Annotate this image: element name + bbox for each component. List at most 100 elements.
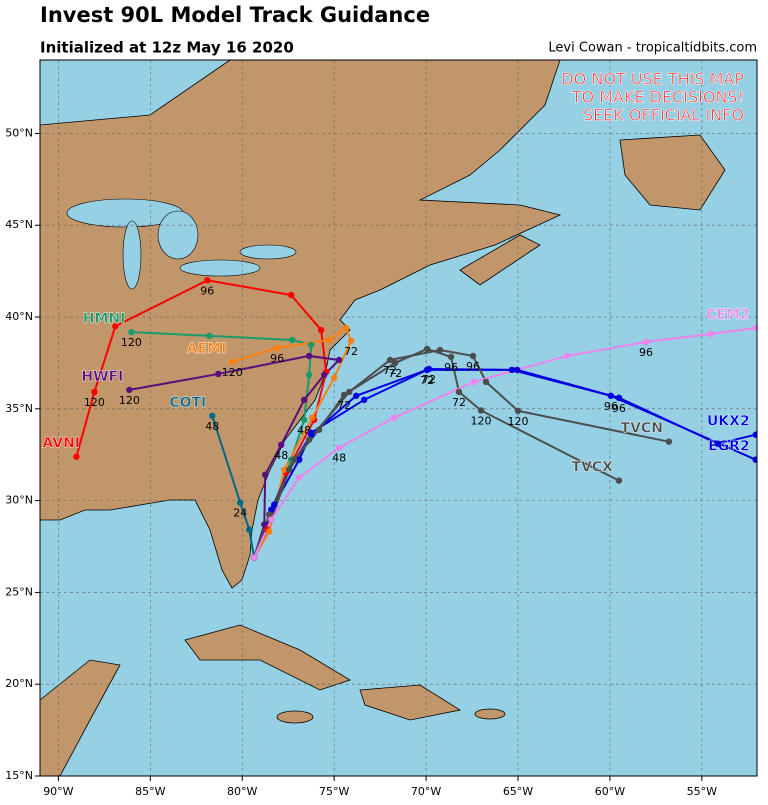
- x-tick-label: 90°W: [43, 785, 73, 798]
- track-point: [280, 466, 288, 473]
- track-point: [425, 365, 433, 373]
- track-point: [615, 477, 623, 484]
- forecast-hour-label: 72: [337, 399, 351, 412]
- track-point: [340, 391, 348, 399]
- track-point: [360, 396, 368, 404]
- lake: [239, 244, 297, 260]
- model-name: CEM2: [706, 307, 750, 323]
- track-point: [305, 436, 313, 443]
- track-point: [321, 371, 328, 379]
- forecast-hour-label: 120: [121, 336, 142, 349]
- x-tick-label: 80°W: [227, 785, 257, 798]
- model-name: HWFI: [81, 369, 123, 385]
- x-tick-label: 70°W: [411, 785, 441, 798]
- track-point: [112, 323, 119, 330]
- forecast-hour-label: 48: [274, 449, 288, 462]
- track-point: [73, 453, 80, 460]
- track-point: [261, 521, 268, 528]
- forecast-hour-label: 72: [422, 373, 436, 386]
- track-point: [607, 392, 615, 399]
- track-point: [615, 394, 623, 402]
- track-point: [229, 358, 236, 366]
- track-point: [752, 431, 757, 438]
- track-point: [469, 352, 477, 360]
- map-area: 96 120 AVNI 48 120 HMNI 72 96 120 AEMI 48 120 HWFI 24…: [40, 60, 757, 776]
- land: [184, 624, 351, 691]
- track-point: [563, 352, 571, 360]
- track-point: [307, 429, 315, 436]
- forecast-hour-label: 48: [297, 424, 311, 437]
- x-tick-label: 60°W: [595, 785, 625, 798]
- track-point: [390, 414, 398, 422]
- x-tick-label: 55°W: [687, 785, 717, 798]
- track-point: [508, 366, 516, 374]
- axes: 90°W 85°W 80°W 75°W 70°W 65°W 60°W 55°W 15°N 20°N…: [5, 126, 717, 798]
- track-point: [305, 352, 313, 360]
- track-line: [253, 367, 756, 558]
- land: [40, 60, 562, 589]
- track-point: [266, 511, 273, 518]
- y-tick-label: 50°N: [5, 126, 33, 139]
- track-point: [268, 516, 275, 523]
- forecast-hour-label: 96: [466, 360, 480, 373]
- lake: [122, 220, 142, 290]
- track-point: [423, 345, 431, 353]
- track-line: [211, 415, 256, 558]
- track-point: [482, 378, 490, 386]
- forecast-hour-label: 48: [205, 420, 219, 433]
- forecast-hour-label: 72: [388, 367, 402, 380]
- model-name: TVCX: [571, 460, 613, 476]
- forecast-hour-label: 96: [444, 361, 458, 374]
- track-point: [287, 291, 295, 299]
- y-tick-label: 15°N: [5, 769, 33, 782]
- map-frame: [39, 59, 758, 777]
- track-point: [300, 396, 308, 404]
- track-point: [477, 407, 485, 414]
- track-point: [752, 456, 757, 463]
- y-tick-label: 45°N: [5, 218, 33, 231]
- track-point: [268, 506, 275, 513]
- track-point: [342, 324, 350, 332]
- track-point: [391, 359, 399, 367]
- x-tick-label: 75°W: [319, 785, 349, 798]
- track-point: [271, 501, 278, 508]
- warning-line: TO MAKE DECISIONS!: [571, 88, 744, 107]
- track-point: [237, 499, 244, 506]
- forecast-hour-label: 48: [332, 452, 346, 465]
- track-point: [246, 526, 253, 533]
- track-point: [307, 341, 315, 349]
- forecast-hour-label: 120: [84, 396, 105, 409]
- model-name: EGR2: [708, 439, 750, 455]
- track-point: [436, 346, 444, 354]
- track-point: [126, 386, 133, 394]
- y-tick-label: 30°N: [5, 494, 33, 507]
- land: [619, 134, 726, 211]
- forecast-hour-label: 72: [383, 364, 397, 377]
- track-point: [315, 426, 323, 433]
- track-point: [514, 407, 522, 415]
- track-point: [317, 326, 325, 334]
- forecast-hour-label: 120: [508, 415, 529, 428]
- track-point: [330, 374, 338, 382]
- forecast-hour-label: 96: [604, 400, 618, 413]
- y-tick-label: 20°N: [5, 677, 33, 690]
- track-point: [204, 277, 211, 284]
- track-line: [129, 354, 342, 558]
- track-point: [386, 356, 394, 364]
- track-point: [714, 440, 722, 447]
- forecast-hour-label: 120: [222, 366, 243, 379]
- track-point: [296, 456, 303, 463]
- track-point: [513, 366, 521, 374]
- track-point: [353, 392, 360, 399]
- warning: DO NOT USE THIS MAP TO MAKE DECISIONS! S…: [561, 69, 745, 125]
- land: [474, 708, 506, 720]
- track-point: [335, 356, 343, 364]
- track-point: [291, 456, 298, 463]
- model-name: TVCN: [621, 421, 663, 437]
- warning-line: SEEK OFFICIAL INFO: [583, 106, 744, 125]
- track-point: [215, 370, 222, 378]
- warning-line: DO NOT USE THIS MAP: [561, 70, 744, 89]
- forecast-hour-label: 72: [452, 396, 466, 409]
- lake: [157, 210, 199, 260]
